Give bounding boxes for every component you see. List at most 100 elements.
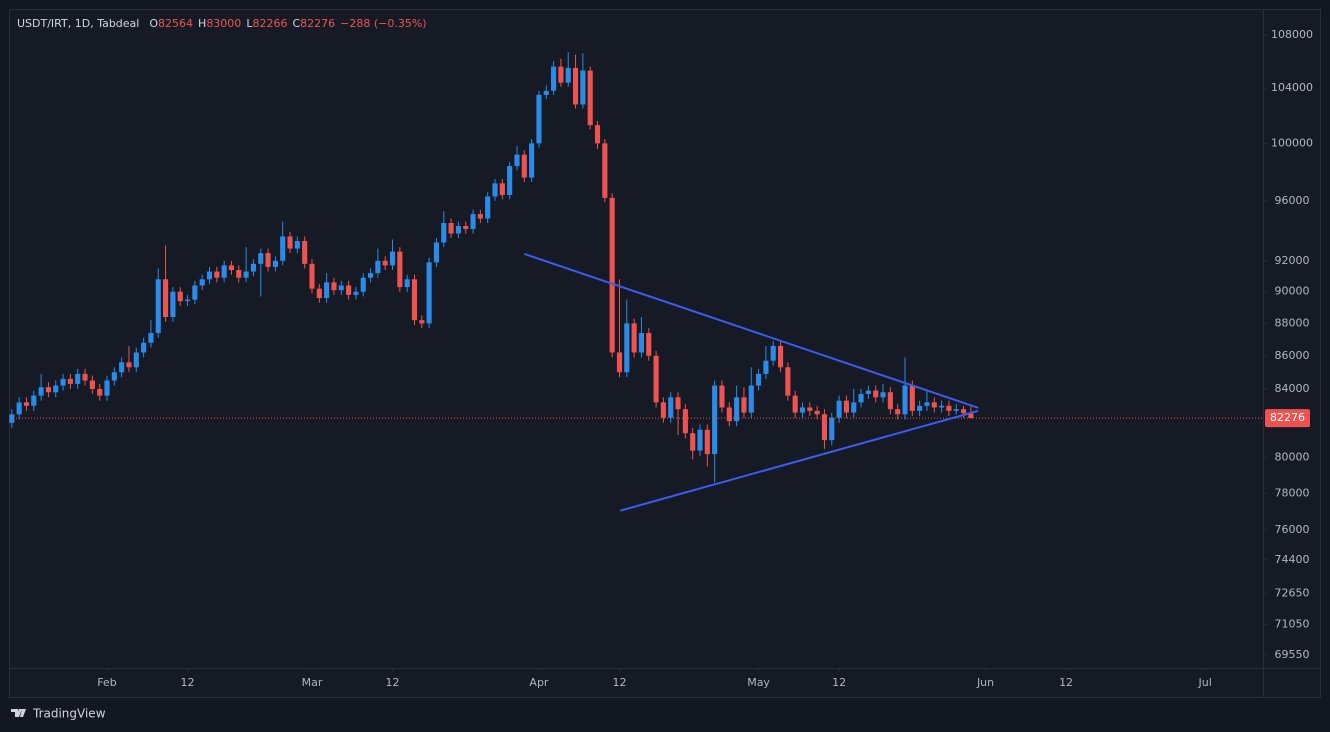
y-tick-label: 100000 (1271, 136, 1313, 149)
candle-body (690, 433, 696, 451)
candle-body (594, 125, 601, 144)
candle-body (9, 414, 15, 423)
candle-body (880, 392, 886, 398)
candle-body (316, 288, 322, 299)
candle-body (602, 143, 608, 198)
candle-body (529, 143, 535, 178)
candle-body (485, 196, 491, 219)
candle-body (741, 397, 747, 413)
candle-body (843, 400, 849, 413)
candle-body (909, 385, 915, 411)
candle-body (243, 271, 249, 278)
candle-body (939, 405, 945, 408)
y-tick-label: 108000 (1271, 28, 1313, 41)
x-tick-label: Apr (529, 676, 549, 689)
candle-body (89, 380, 95, 389)
candle-body (946, 405, 952, 411)
candle-body (177, 291, 183, 302)
candle-body (331, 282, 337, 291)
candle-body (668, 397, 674, 418)
candle-body (302, 241, 308, 264)
candle-body (353, 291, 359, 295)
x-tick-label: 12 (832, 676, 846, 689)
candle-body (616, 352, 623, 373)
candle-body (309, 263, 315, 289)
candle-body (719, 385, 725, 408)
candle-body (953, 409, 959, 411)
candle-body (346, 285, 352, 295)
candle-body (477, 214, 483, 219)
candle-body (543, 90, 549, 95)
candle-body (375, 260, 381, 274)
candle-body (31, 395, 37, 406)
candle-body (280, 236, 286, 261)
trendline (619, 409, 979, 512)
candle-body (624, 323, 630, 373)
brand-name: TradingView (32, 707, 106, 721)
candle-body (682, 409, 688, 434)
y-tick-label: 90000 (1275, 285, 1310, 298)
last-price-box (1265, 409, 1310, 428)
candle-body (551, 66, 557, 91)
candle-body (785, 367, 791, 396)
x-tick-label: Feb (97, 676, 116, 689)
x-tick-label: Jun (976, 676, 994, 689)
candle-body (155, 279, 161, 334)
candle-body (653, 355, 659, 403)
candle-body (697, 429, 703, 451)
candle-body (821, 414, 828, 441)
candle-body (53, 385, 59, 393)
candle-body (924, 402, 930, 406)
candle-body (97, 388, 103, 396)
candle-body (792, 395, 798, 413)
candle-body (858, 393, 864, 403)
candle-body (16, 402, 22, 415)
candle-body (455, 226, 461, 234)
header: USDT/IRT, 1D, Tabdeal O82564 H83000 L82266 C… (17, 17, 427, 30)
candle-body (67, 378, 73, 384)
candle-body (126, 362, 132, 368)
candle-body (463, 226, 469, 229)
candle-body (75, 373, 81, 384)
candle-body (638, 333, 645, 353)
candle-body (272, 260, 278, 267)
candle-body (382, 260, 388, 266)
x-tick-label: 12 (181, 676, 195, 689)
legend-key: O (149, 17, 158, 30)
candle-body (221, 265, 227, 278)
candle-body (675, 397, 681, 410)
legend-value: 82266 (252, 17, 287, 30)
candle-body (712, 385, 718, 455)
y-tick-label: 88000 (1275, 316, 1310, 329)
candle-body (931, 402, 937, 408)
candle-body (287, 236, 293, 249)
candle-body (470, 214, 476, 229)
candle-body (777, 345, 784, 368)
candle-body (192, 285, 198, 300)
candle-body (60, 378, 66, 386)
y-tick-label: 104000 (1271, 81, 1313, 94)
candle-body (917, 405, 923, 411)
candle-body (360, 277, 366, 292)
candle-body (38, 387, 44, 396)
symbol: USDT/IRT, 1D, Tabdeal (17, 17, 139, 30)
candle-body (507, 166, 513, 195)
candle-body (770, 345, 776, 361)
y-tick-label: 78000 (1275, 486, 1310, 499)
candle-body (961, 409, 967, 414)
candle-body (836, 400, 842, 418)
trendline (523, 252, 979, 409)
candle-body (441, 223, 447, 243)
legend-value: 82276 (300, 17, 335, 30)
x-tick-label: Jul (1198, 676, 1212, 689)
legend-key: C (292, 17, 300, 30)
candle-body (119, 362, 125, 373)
legend-change: −288 (−0.35%) (340, 17, 426, 30)
candle-body (829, 417, 835, 441)
candle-body (514, 154, 520, 167)
legend-value: 83000 (206, 17, 241, 30)
candle-body (45, 387, 51, 393)
y-tick-label: 80000 (1275, 451, 1310, 464)
candle-body (865, 390, 871, 394)
